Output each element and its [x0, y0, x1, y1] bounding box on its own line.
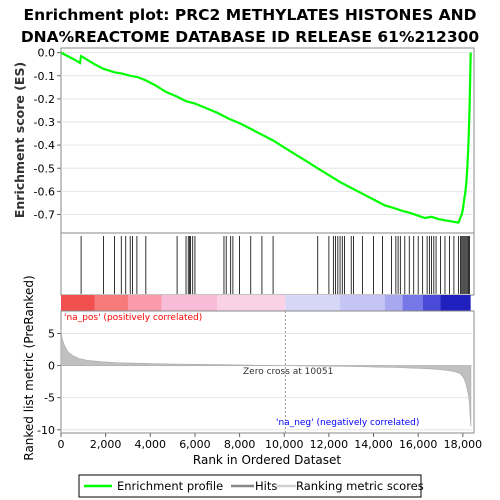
color-bar-segment: [161, 295, 218, 311]
color-bar-segment: [440, 295, 471, 311]
x-tick-label: 16,000: [399, 438, 438, 451]
metric-area-group: [60, 330, 472, 427]
ranking-metric-area: [60, 330, 472, 427]
es-y-tick-label: 0.0: [38, 47, 56, 60]
legend-enrichment-label: Enrichment profile: [117, 479, 223, 493]
metric-y-tick-labels: 5 0 -5 -10: [37, 327, 61, 437]
metric-y-tick-label: -10: [37, 424, 55, 437]
metric-plot-area: [60, 310, 475, 434]
es-y-axis-label: Enrichment score (ES): [12, 62, 27, 218]
es-y-tick-labels: 0.0 -0.1 -0.2 -0.3 -0.4 -0.5 -0.6 -0.7: [34, 47, 61, 222]
color-bar-segment: [94, 295, 128, 311]
es-y-tick-label: -0.2: [34, 93, 55, 106]
es-y-tick-label: -0.6: [34, 185, 55, 198]
enrichment-profile-line: [60, 51, 472, 224]
x-tick-label: 4,000: [135, 438, 167, 451]
es-plot-area: [60, 47, 475, 234]
ranking-color-bar: [61, 295, 471, 311]
x-tick-label: 2,000: [90, 438, 122, 451]
x-tick-label: 14,000: [354, 438, 393, 451]
zero-cross-label: Zero cross at 10051: [243, 367, 333, 377]
x-tick-label: 6,000: [179, 438, 211, 451]
x-tick-label: 0: [58, 438, 65, 451]
x-axis-label: Rank in Ordered Dataset: [193, 453, 341, 467]
color-bar-segment: [217, 295, 286, 311]
x-tick-label: 12,000: [310, 438, 349, 451]
x-tick-label: 8,000: [224, 438, 256, 451]
x-tick-label: 18,000: [444, 438, 483, 451]
es-y-tick-label: -0.4: [34, 139, 55, 152]
color-bar-segment: [422, 295, 441, 311]
metric-y-tick-label: -5: [44, 392, 55, 405]
na-pos-label: 'na_pos' (positively correlated): [64, 313, 202, 323]
chart-title-line-1: Enrichment plot: PRC2 METHYLATES HISTONE…: [24, 6, 477, 24]
na-neg-label: 'na_neg' (negatively correlated): [276, 418, 419, 428]
metric-y-tick-label: 5: [48, 327, 55, 340]
legend-hits-label: Hits: [255, 479, 277, 493]
x-tick-label: 10,000: [265, 438, 304, 451]
es-y-tick-label: -0.3: [34, 116, 55, 129]
color-bar-segment: [127, 295, 162, 311]
es-y-tick-label: -0.1: [34, 70, 55, 83]
metric-y-axis-label: Ranked list metric (PreRanked): [22, 275, 36, 460]
metric-y-tick-label: 0: [48, 360, 55, 373]
hits-marks: [80, 236, 470, 294]
metric-x-tick-labels: 0 2,000 4,000 6,000 8,000 10,000 12,000 14,000 1…: [58, 433, 483, 451]
color-bar-segment: [402, 295, 423, 311]
chart-title-line-2: DNA%REACTOME DATABASE ID RELEASE 61%2123…: [21, 28, 480, 46]
legend-metric-label: Ranking metric scores: [296, 479, 424, 493]
color-bar-segment: [384, 295, 403, 311]
color-bar-segment: [285, 295, 341, 311]
color-bar-segment: [61, 295, 95, 311]
color-bar-segment: [340, 295, 385, 311]
es-line-group: [60, 51, 472, 224]
es-y-tick-label: -0.5: [34, 162, 55, 175]
hits-plot-area: [60, 232, 475, 296]
es-y-tick-label: -0.7: [34, 209, 55, 222]
